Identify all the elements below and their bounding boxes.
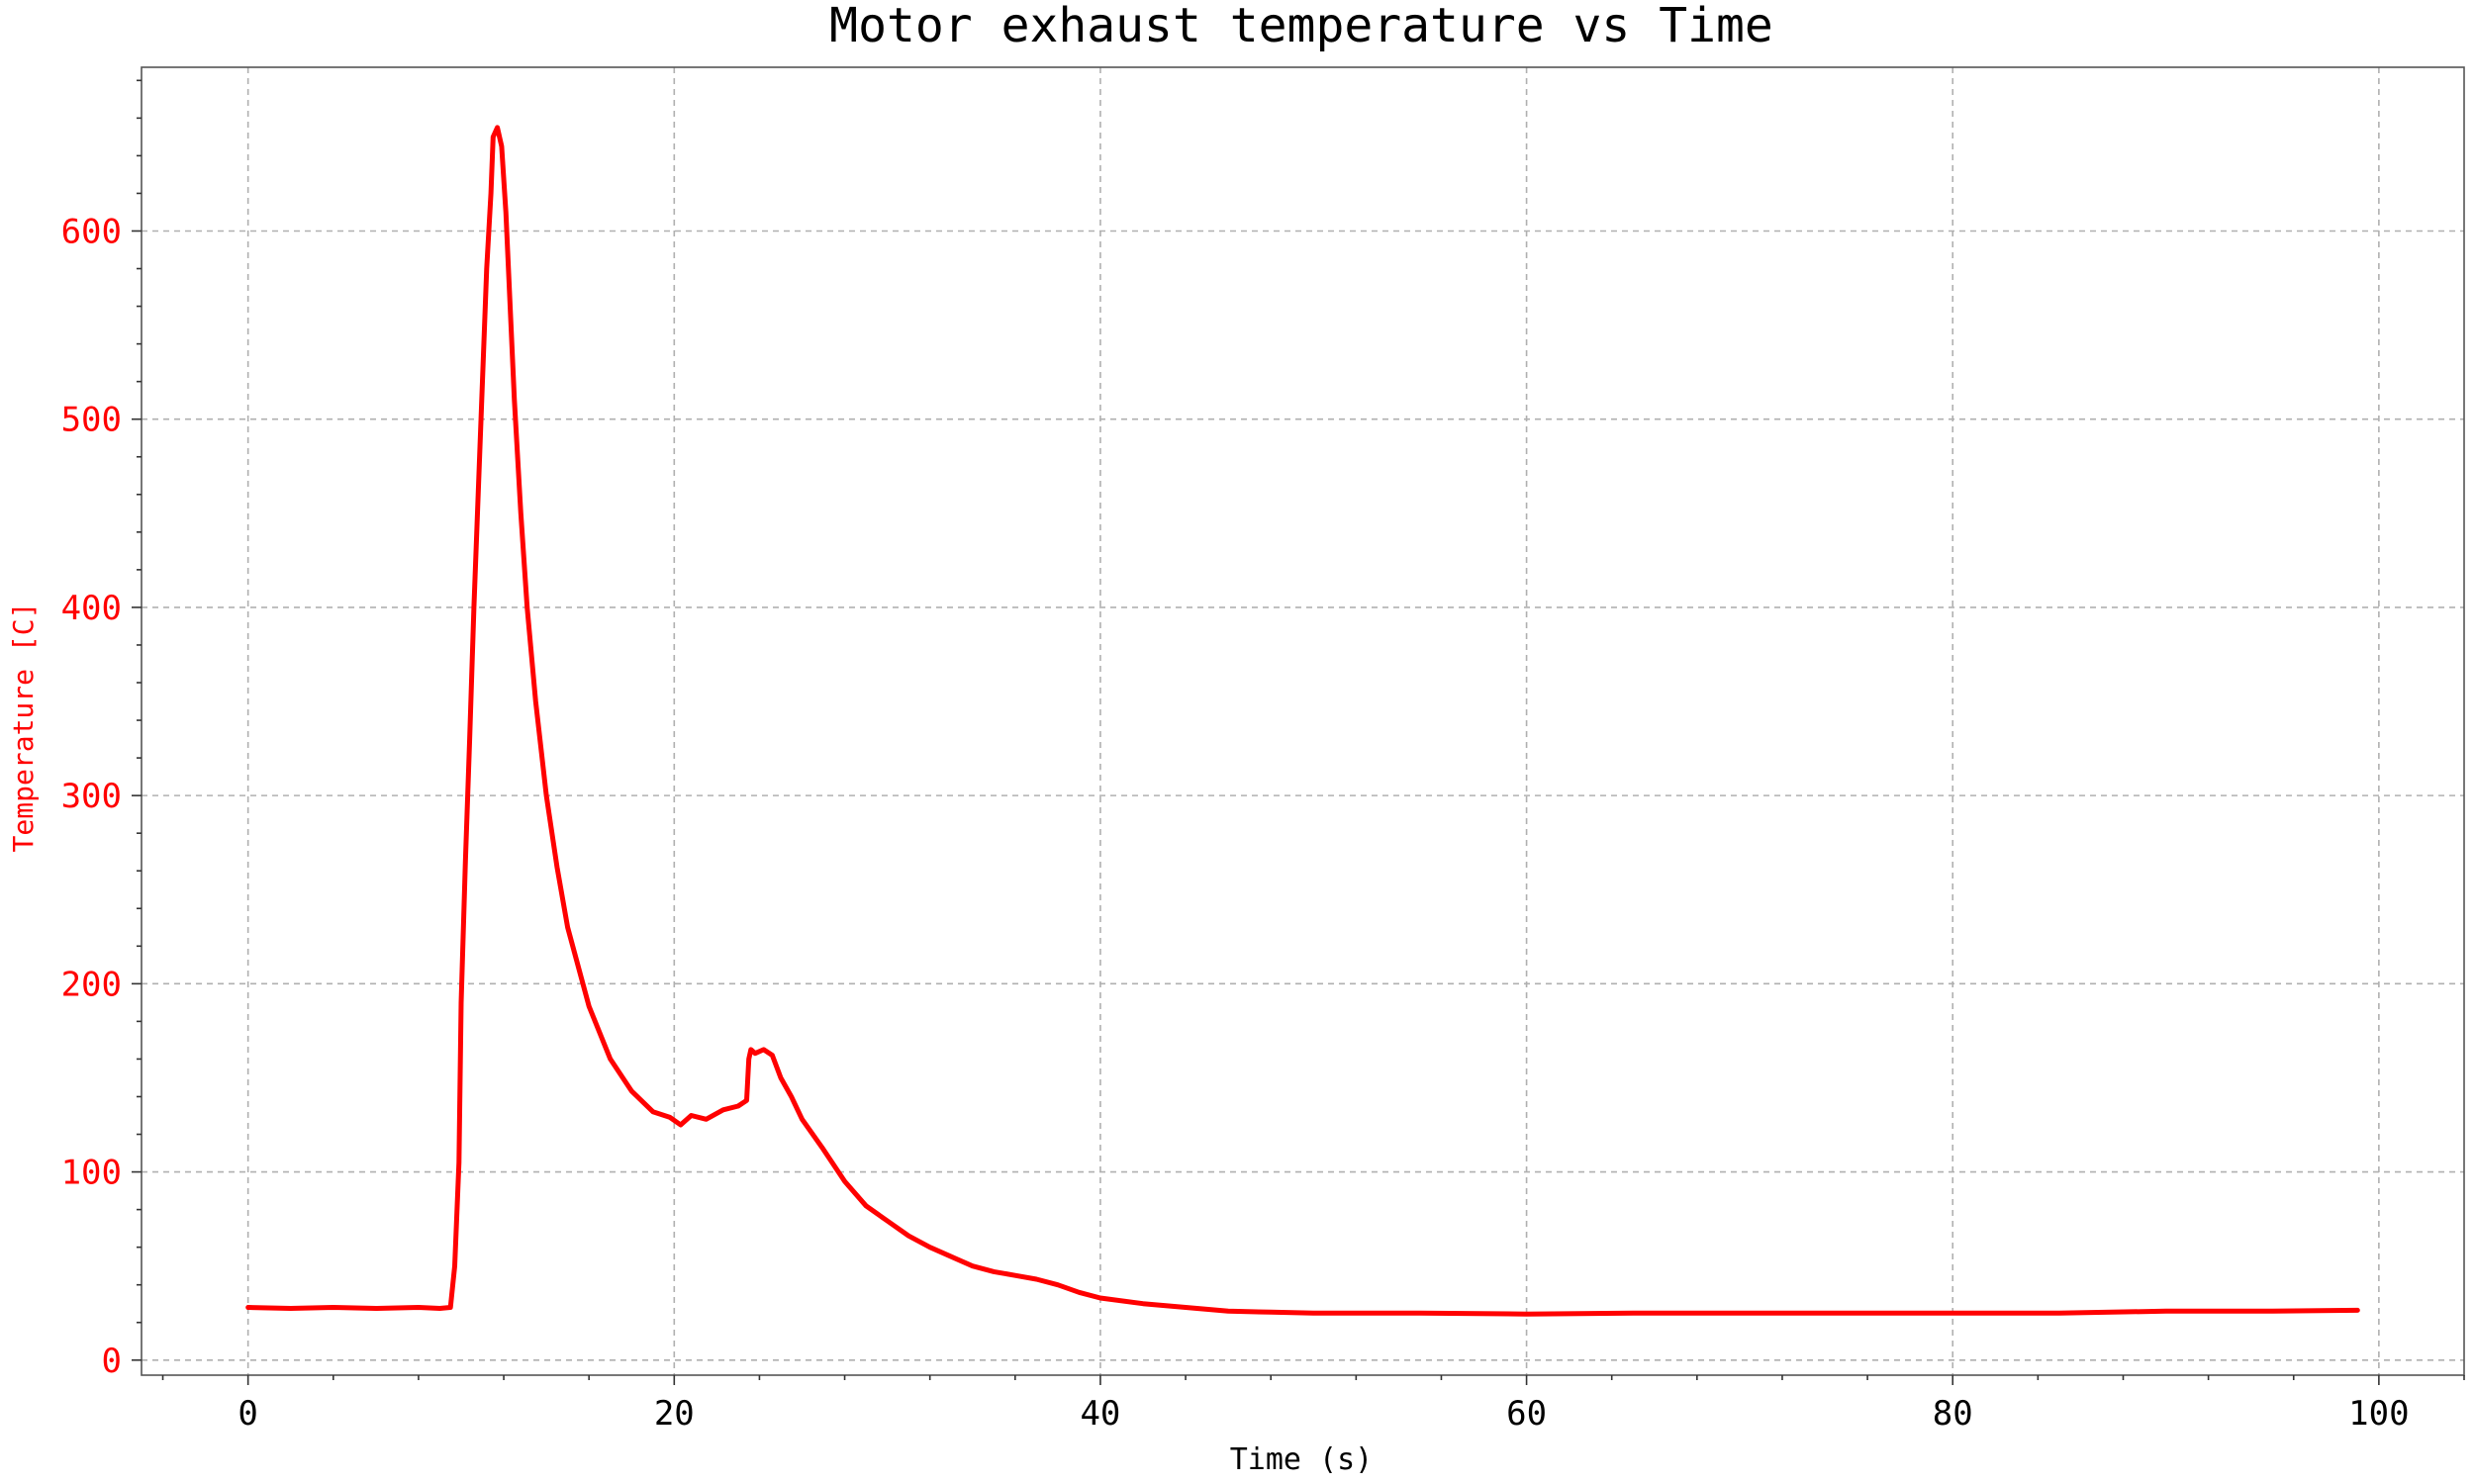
x-axis-label: Time (s)	[1230, 1442, 1374, 1477]
y-tick-label: 100	[61, 1154, 122, 1193]
y-tick-label: 500	[61, 401, 122, 440]
chart-title: Motor exhaust temperature vs Time	[829, 0, 1773, 53]
series-line	[245, 125, 2360, 1317]
y-tick-label: 400	[61, 589, 122, 628]
series-layer	[245, 125, 2360, 1317]
x-tick-label: 0	[238, 1394, 257, 1434]
y-tick-label: 200	[61, 965, 122, 1004]
y-tick-label: 300	[61, 777, 122, 816]
tick-labels: 0 20 40 60 80 100 0 100 200 300 400 500 600	[61, 212, 2410, 1434]
x-tick-label: 60	[1506, 1394, 1547, 1434]
x-tick-label: 40	[1080, 1394, 1120, 1434]
x-tick-label: 80	[1933, 1394, 1973, 1434]
plot-frame	[141, 66, 2465, 1376]
y-tick-label: 600	[61, 212, 122, 251]
y-axis-label: Temperature [C]	[7, 603, 40, 853]
grid-lines	[142, 67, 2464, 1375]
x-tick-label: 20	[654, 1394, 695, 1434]
y-tick-label: 0	[102, 1342, 122, 1381]
axis-ticks	[132, 79, 2465, 1385]
x-tick-label: 100	[2348, 1394, 2409, 1434]
